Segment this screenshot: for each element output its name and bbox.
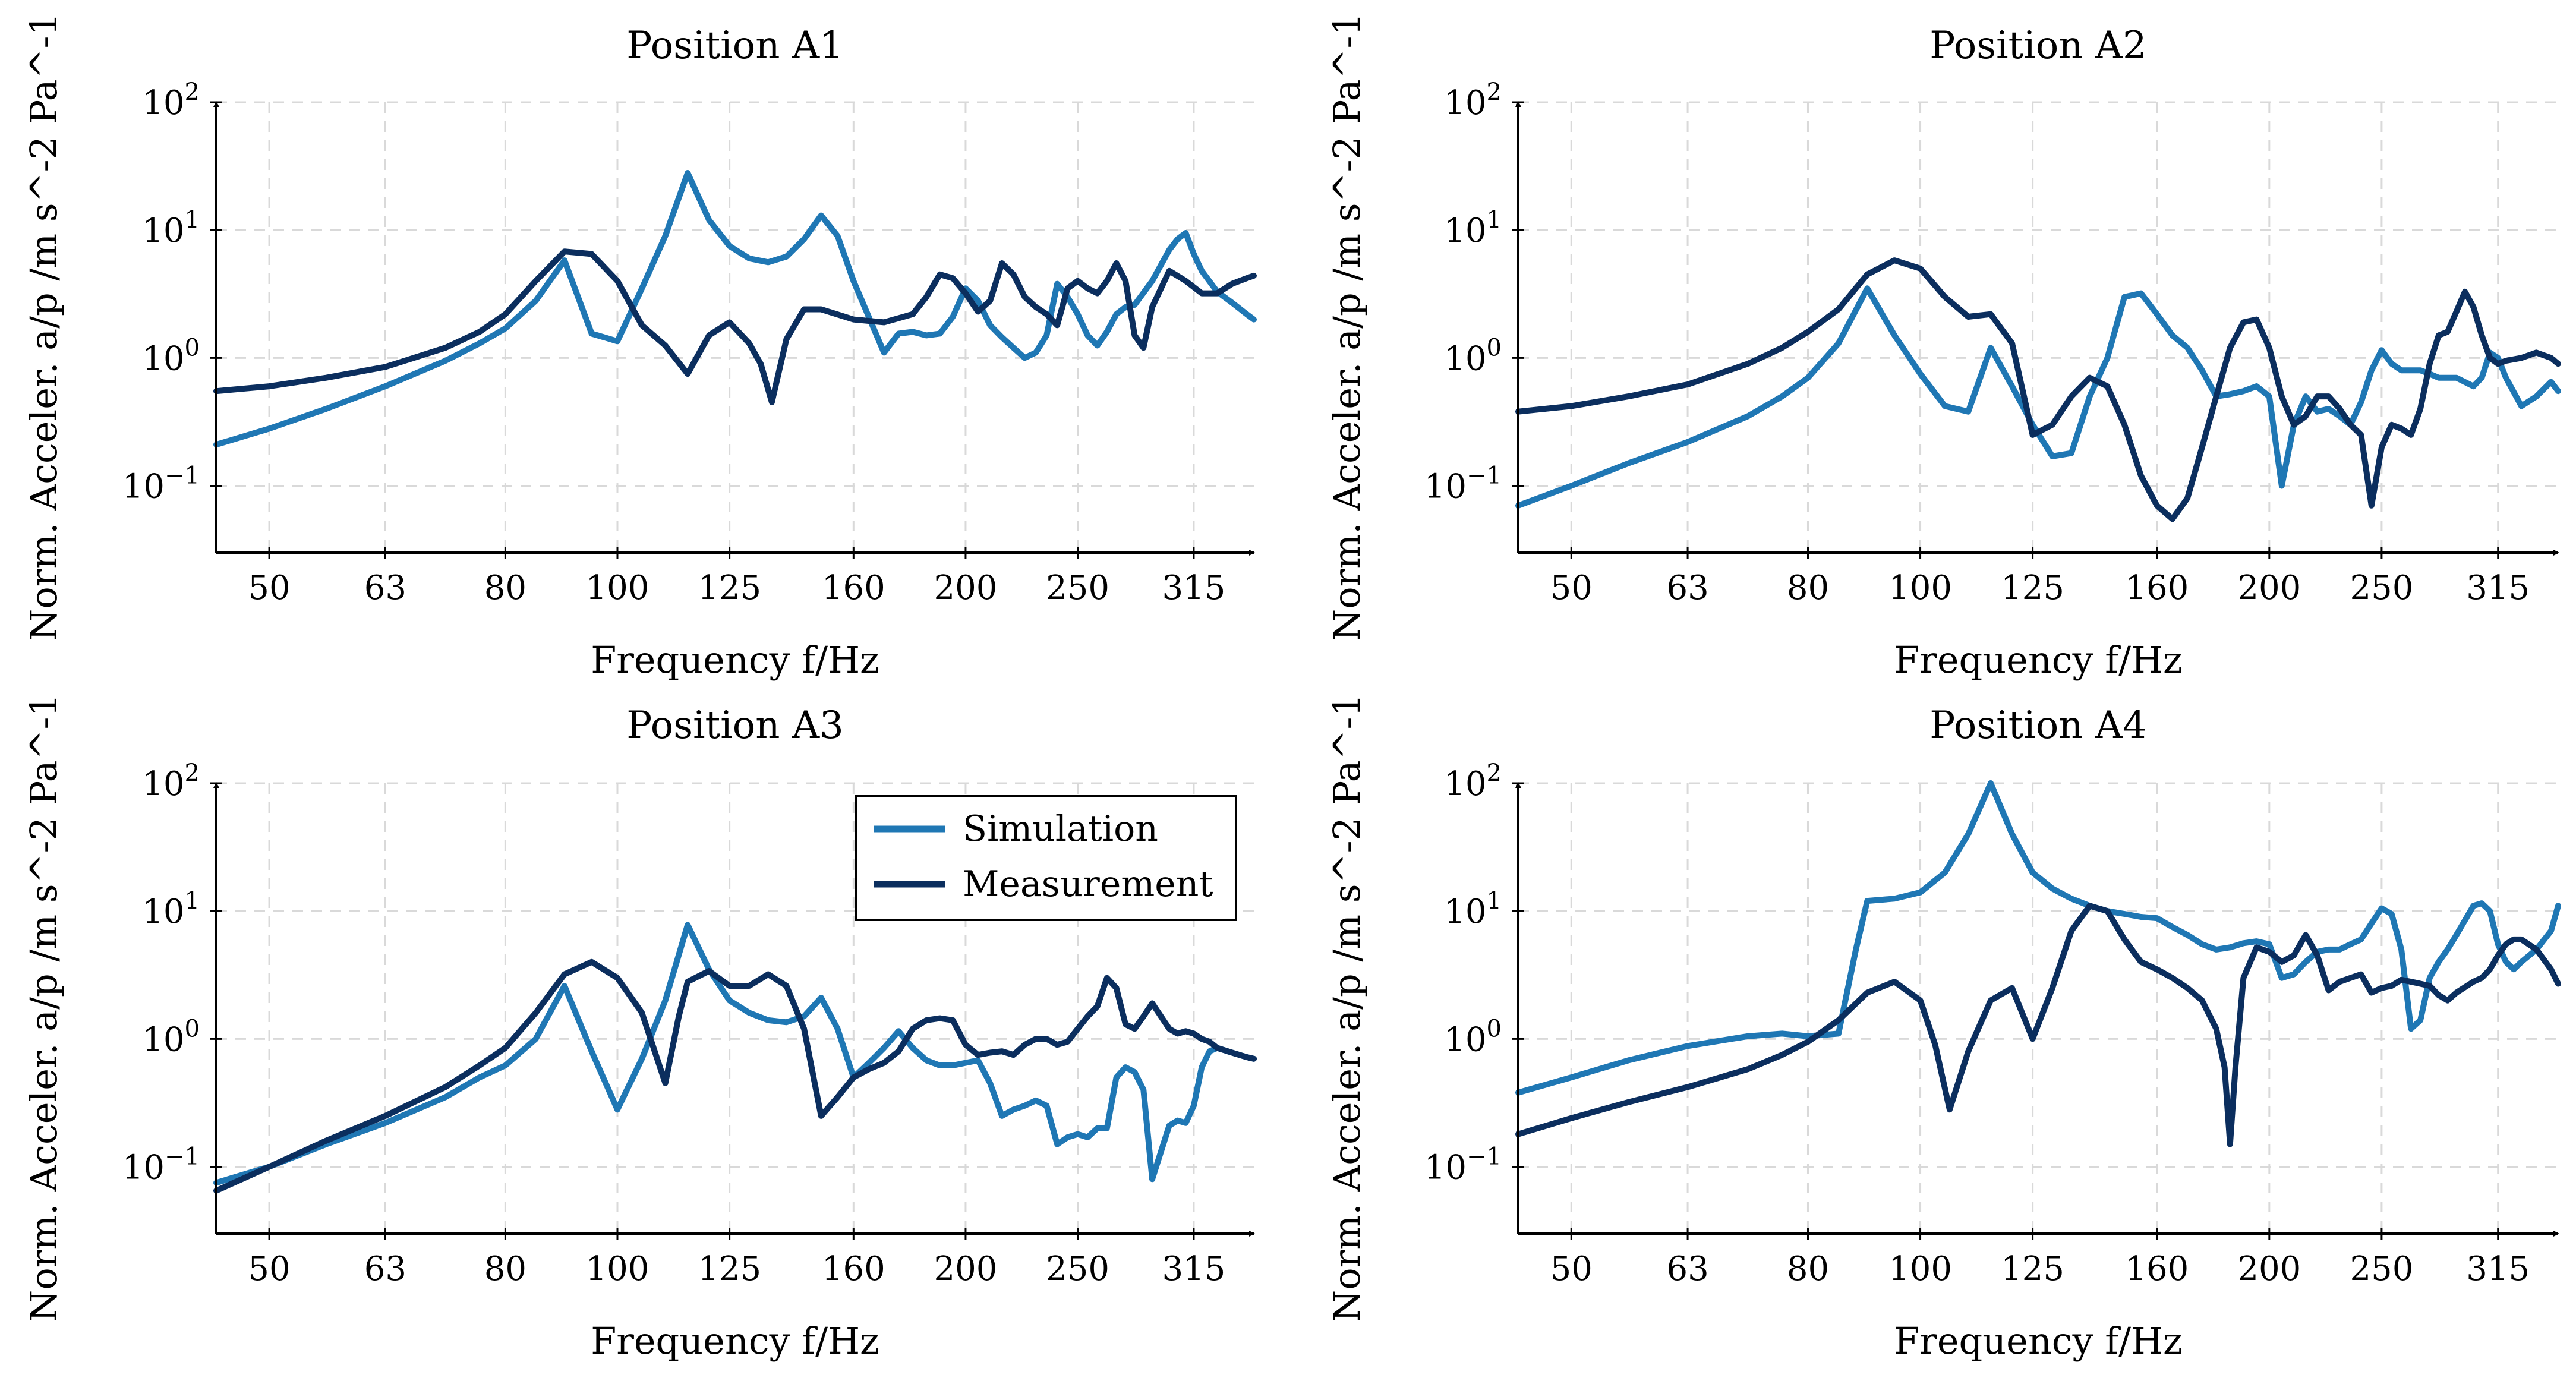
y-tick-label: 100 xyxy=(1444,334,1502,378)
x-tick-label: 250 xyxy=(2350,1250,2413,1288)
panel-title: Position A3 xyxy=(626,704,844,748)
x-tick-label: 250 xyxy=(1046,569,1109,607)
y-tick-labels: 10−1 100 101 102 xyxy=(1424,78,1524,506)
x-tick-label: 80 xyxy=(1787,1250,1829,1288)
x-tick-label: 63 xyxy=(1666,1250,1708,1288)
x-tick-label: 125 xyxy=(698,1250,761,1288)
y-axis-label: Norm. Acceler. a/p /m s^-2 Pa^-1 xyxy=(22,693,65,1322)
legend-label-simulation: Simulation xyxy=(963,808,1158,850)
y-tick-label: 100 xyxy=(142,1015,200,1059)
x-tick-labels: 50 63 80 100 125 160 200 250 315 xyxy=(248,547,1225,607)
panel-position-a1: Position A1 50 63 80 100 125 160 200 250 315 10−… xyxy=(22,12,1257,682)
series-simulation xyxy=(1515,780,2561,1096)
series-measurement xyxy=(213,958,1257,1194)
x-tick-label: 50 xyxy=(248,1250,290,1288)
series-measurement xyxy=(213,248,1257,405)
y-tick-label: 102 xyxy=(1444,78,1502,122)
x-tick-label: 100 xyxy=(586,569,649,607)
series-simulation xyxy=(213,922,1257,1186)
gridlines xyxy=(1518,782,2558,1234)
y-tick-label: 100 xyxy=(142,334,200,378)
panel-position-a4: Position A4 50 63 80 100 125 160 200 250 315 10−… xyxy=(1325,693,2561,1363)
x-tick-label: 160 xyxy=(822,569,885,607)
panel-title: Position A4 xyxy=(1929,704,2147,748)
x-tick-label: 315 xyxy=(1162,1250,1225,1288)
series-lines xyxy=(213,922,1257,1194)
x-tick-label: 80 xyxy=(484,1250,526,1288)
series-simulation xyxy=(1515,285,2561,509)
series-lines xyxy=(213,170,1257,448)
y-tick-label: 102 xyxy=(142,78,200,122)
x-tick-label: 250 xyxy=(2350,569,2413,607)
y-tick-label: 100 xyxy=(1444,1015,1502,1059)
x-tick-label: 50 xyxy=(1550,1250,1593,1288)
y-tick-label: 10−1 xyxy=(1424,462,1502,506)
x-tick-label: 160 xyxy=(822,1250,885,1288)
x-tick-labels: 50 63 80 100 125 160 200 250 315 xyxy=(248,1228,1225,1288)
x-axis-label: Frequency f/Hz xyxy=(591,638,879,682)
y-tick-labels: 10−1 100 101 102 xyxy=(122,78,222,506)
series-measurement xyxy=(1515,903,2561,1147)
series-simulation xyxy=(213,170,1257,448)
y-tick-label: 101 xyxy=(142,206,200,250)
series-measurement xyxy=(1515,257,2561,522)
x-tick-label: 200 xyxy=(934,569,998,607)
y-tick-label: 101 xyxy=(1444,887,1502,931)
x-tick-label: 200 xyxy=(934,1250,998,1288)
x-tick-label: 125 xyxy=(2001,569,2064,607)
y-tick-labels: 10−1 100 101 102 xyxy=(1424,759,1524,1187)
x-axis-label: Frequency f/Hz xyxy=(591,1319,879,1363)
x-tick-label: 160 xyxy=(2125,1250,2189,1288)
x-tick-label: 315 xyxy=(1162,569,1225,607)
x-axis-label: Frequency f/Hz xyxy=(1894,1319,2183,1363)
y-tick-label: 10−1 xyxy=(122,1143,200,1187)
gridlines xyxy=(1518,101,2558,553)
x-tick-label: 125 xyxy=(2001,1250,2064,1288)
y-tick-label: 10−1 xyxy=(1424,1143,1502,1187)
x-tick-label: 50 xyxy=(248,569,290,607)
legend-label-measurement: Measurement xyxy=(963,863,1213,905)
panel-title: Position A1 xyxy=(626,24,844,68)
panel-position-a3: Position A3 50 63 80 100 125 160 200 250 315 10−… xyxy=(22,693,1257,1363)
x-tick-label: 200 xyxy=(2237,1250,2301,1288)
x-tick-label: 250 xyxy=(1046,1250,1109,1288)
panel-position-a2: Position A2 50 63 80 100 125 160 200 250 315 10−… xyxy=(1325,12,2561,682)
panel-title: Position A2 xyxy=(1929,24,2147,68)
x-tick-label: 100 xyxy=(586,1250,649,1288)
y-axis-label: Norm. Acceler. a/p /m s^-2 Pa^-1 xyxy=(1325,693,1369,1322)
x-tick-label: 315 xyxy=(2466,569,2530,607)
x-tick-label: 100 xyxy=(1888,569,1952,607)
legend-box xyxy=(855,795,1237,921)
y-tick-label: 102 xyxy=(142,759,200,803)
y-tick-label: 101 xyxy=(1444,206,1502,250)
x-tick-label: 160 xyxy=(2125,569,2189,607)
y-tick-labels: 10−1 100 101 102 xyxy=(122,759,222,1187)
x-tick-label: 50 xyxy=(1550,569,1593,607)
series-lines xyxy=(1515,780,2561,1147)
legend: Simulation Measurement xyxy=(855,795,1237,921)
y-axis-label: Norm. Acceler. a/p /m s^-2 Pa^-1 xyxy=(22,12,65,641)
x-tick-label: 80 xyxy=(484,569,526,607)
y-tick-label: 10−1 xyxy=(122,462,200,506)
x-tick-label: 63 xyxy=(1666,569,1708,607)
x-tick-label: 125 xyxy=(698,569,761,607)
x-tick-label: 200 xyxy=(2237,569,2301,607)
y-tick-label: 101 xyxy=(142,887,200,931)
x-tick-label: 315 xyxy=(2466,1250,2530,1288)
x-tick-label: 63 xyxy=(364,1250,406,1288)
gridlines xyxy=(216,101,1254,553)
x-tick-labels: 50 63 80 100 125 160 200 250 315 xyxy=(1550,547,2530,607)
series-lines xyxy=(1515,257,2561,522)
y-tick-label: 102 xyxy=(1444,759,1502,803)
x-axis-label: Frequency f/Hz xyxy=(1894,638,2183,682)
y-axis-label: Norm. Acceler. a/p /m s^-2 Pa^-1 xyxy=(1325,12,1369,641)
x-tick-label: 63 xyxy=(364,569,406,607)
x-tick-label: 100 xyxy=(1888,1250,1952,1288)
x-tick-labels: 50 63 80 100 125 160 200 250 315 xyxy=(1550,1228,2530,1288)
x-tick-label: 80 xyxy=(1787,569,1829,607)
